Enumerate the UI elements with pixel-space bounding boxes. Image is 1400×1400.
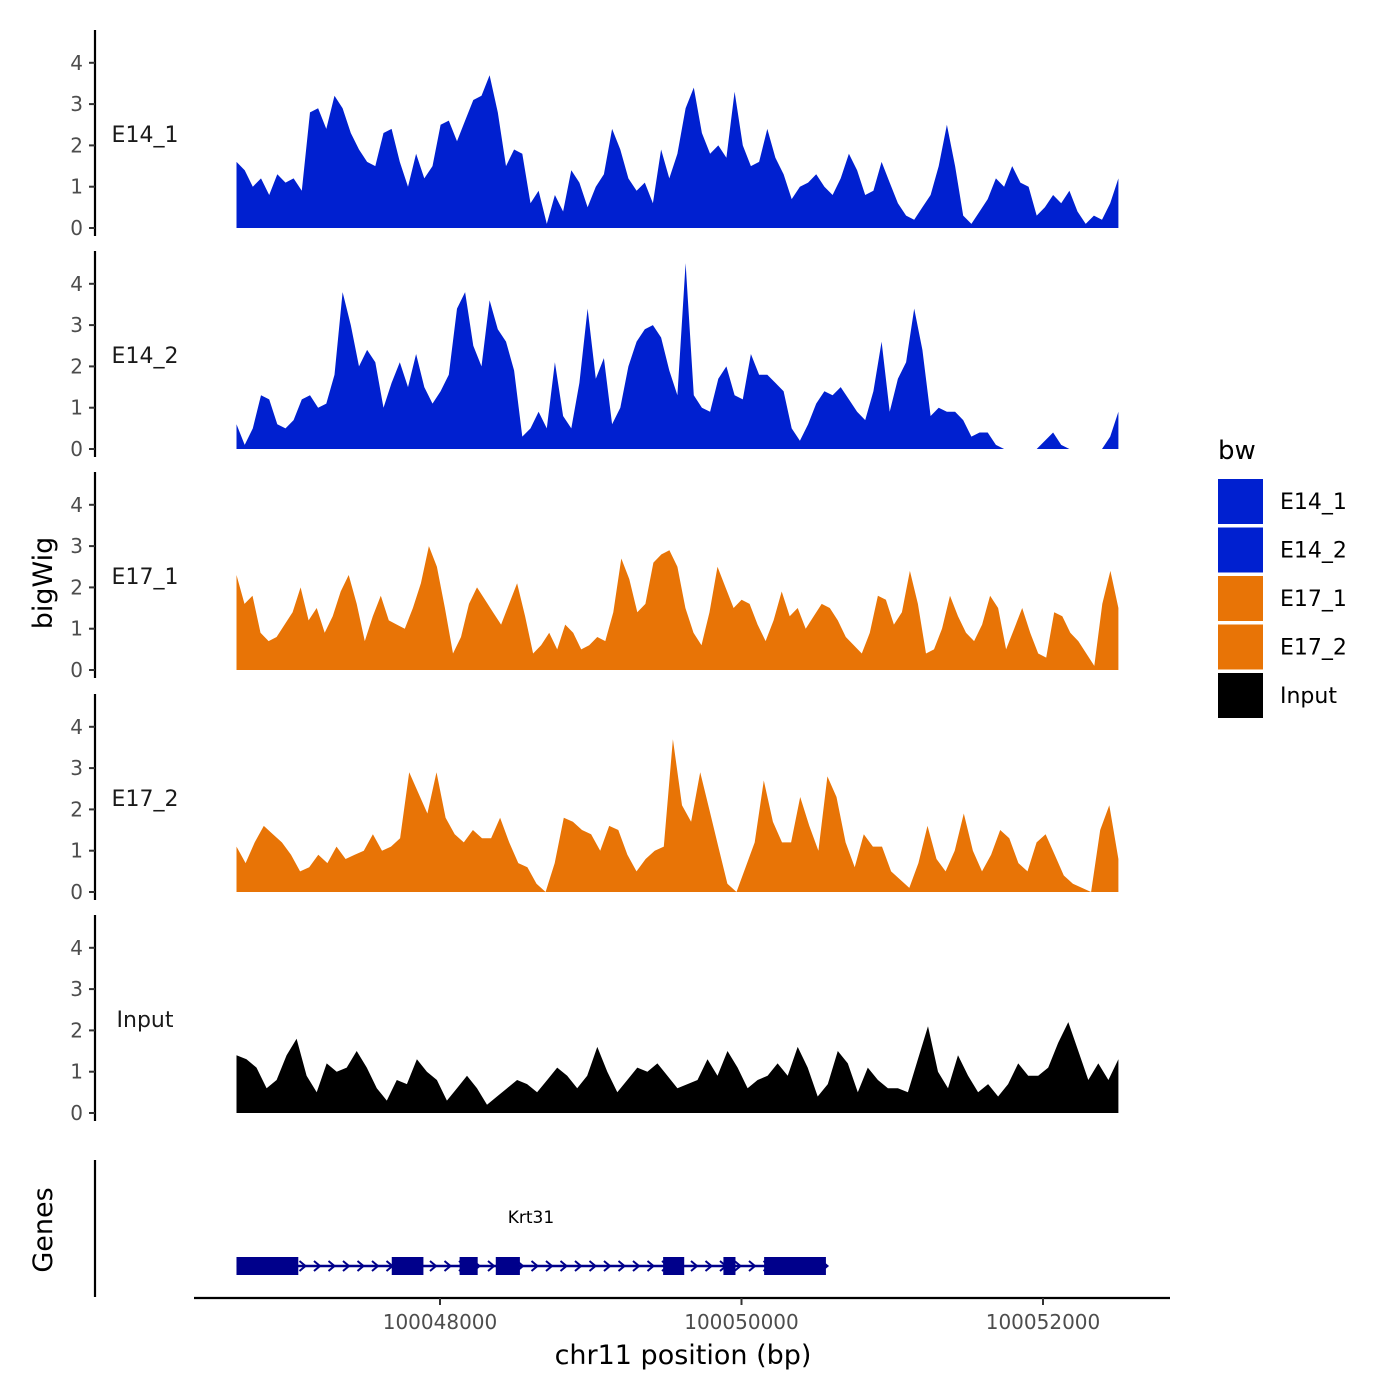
track-input: 0 1 2 3 4 Input: [70, 915, 1119, 1125]
legend-key-e14-1: [1218, 479, 1263, 524]
strand-chevron: [342, 1260, 351, 1272]
strand-chevron: [356, 1260, 366, 1272]
track-label: E17_2: [112, 787, 179, 812]
strand-chevron: [487, 1260, 496, 1272]
y-tick-label: 4: [70, 715, 83, 739]
strand-chevron: [327, 1260, 337, 1272]
gene-exon: [764, 1257, 826, 1275]
legend-label: E14_2: [1280, 539, 1347, 564]
gene-name: Krt31: [508, 1208, 554, 1228]
gene-exon: [391, 1257, 424, 1275]
y-tick-label: 1: [70, 617, 83, 641]
legend-label: Input: [1280, 684, 1337, 709]
y-tick-label: 0: [70, 437, 83, 461]
x-tick-label: 100050000: [684, 1310, 799, 1334]
y-tick-label: 3: [70, 977, 83, 1001]
y-tick-label: 4: [70, 493, 83, 517]
strand-chevron: [313, 1260, 322, 1272]
y-tick-label: 2: [70, 354, 83, 378]
legend-key-input: [1218, 673, 1263, 718]
y-tick-label: 3: [70, 534, 83, 558]
gene-krt31: Krt31: [236, 1208, 830, 1275]
y-tick-label: 2: [70, 797, 83, 821]
y-tick-label: 1: [70, 175, 83, 199]
y-tick-label: 1: [70, 396, 83, 420]
strand-chevron: [748, 1260, 757, 1272]
y-tick-label: 4: [70, 936, 83, 960]
gene-exon: [236, 1257, 299, 1275]
track-label: E14_1: [112, 123, 179, 148]
track-e17-2: 0 1 2 3 4 E17_2: [70, 694, 1119, 904]
y-tick-label: 3: [70, 92, 83, 116]
x-axis-title: chr11 position (bp): [555, 1340, 812, 1371]
y-tick-label: 3: [70, 756, 83, 780]
track-e17-1: 0 1 2 3 4 E17_1: [70, 472, 1119, 682]
y-tick-label: 0: [70, 216, 83, 240]
genes-track: Krt31: [93, 1160, 830, 1297]
track-e14-1: 0 1 2 3 4 E14_1: [70, 30, 1119, 240]
strand-chevron: [429, 1260, 438, 1272]
x-tick-label: 100048000: [383, 1310, 498, 1334]
strand-chevron: [559, 1260, 569, 1272]
legend-label: E17_2: [1280, 636, 1347, 661]
track-label: E14_2: [112, 344, 179, 369]
strand-chevron: [733, 1260, 743, 1272]
track-label: Input: [117, 1008, 174, 1033]
legend: bw E14_1 E14_2 E17_1 E17_2 Input: [1218, 436, 1347, 718]
y-tick-label: 1: [70, 1060, 83, 1084]
strand-chevron: [443, 1260, 453, 1272]
gene-exon: [663, 1257, 685, 1275]
legend-key-e17-2: [1218, 624, 1263, 670]
y-tick-label: 0: [70, 880, 83, 904]
y-tick-label: 2: [70, 133, 83, 157]
gene-exon: [723, 1257, 736, 1275]
area-e17-2: [236, 739, 1119, 892]
strand-chevron: [646, 1260, 656, 1272]
strand-chevron: [603, 1260, 612, 1272]
strand-chevron: [617, 1260, 627, 1272]
y-tick-label: 0: [70, 658, 83, 682]
strand-chevron: [574, 1260, 583, 1272]
x-axis: 100048000 100050000 100052000: [194, 1296, 1170, 1334]
y-tick-label: 1: [70, 839, 83, 863]
strand-chevron: [530, 1260, 540, 1272]
strand-chevron: [298, 1260, 308, 1272]
gene-exon: [495, 1257, 520, 1275]
track-label: E17_1: [112, 565, 179, 590]
legend-key-e14-2: [1218, 527, 1263, 573]
legend-label: E17_1: [1280, 587, 1347, 612]
legend-key-e17-1: [1218, 576, 1263, 621]
strand-chevron: [371, 1260, 380, 1272]
legend-label: E14_1: [1280, 490, 1347, 515]
y-axis-title: bigWig: [28, 537, 59, 630]
legend-title: bw: [1218, 436, 1256, 466]
bigwig-tracks: 0 1 2 3 4 E14_1 0 1 2 3 4 E14_2 0 1 2 3 4 E17_1 0 1 2 3 4 E17_2…: [70, 30, 1119, 1125]
x-tick-label: 100052000: [986, 1310, 1101, 1334]
strand-chevron: [588, 1260, 598, 1272]
y-tick-label: 4: [70, 51, 83, 75]
genes-axis-title: Genes: [28, 1187, 59, 1272]
y-tick-label: 0: [70, 1101, 83, 1125]
y-tick-label: 2: [70, 575, 83, 599]
area-input: [236, 1022, 1119, 1113]
gene-exon: [459, 1257, 478, 1275]
area-e14-1: [236, 75, 1119, 228]
strand-chevron: [632, 1260, 641, 1272]
area-e14-2: [236, 263, 1119, 449]
area-e17-1: [236, 546, 1119, 670]
y-tick-label: 2: [70, 1018, 83, 1042]
strand-chevron: [704, 1260, 714, 1272]
strand-chevron: [690, 1260, 699, 1272]
strand-chevron: [545, 1260, 554, 1272]
track-e14-2: 0 1 2 3 4 E14_2: [70, 251, 1119, 461]
y-tick-label: 3: [70, 313, 83, 337]
y-tick-label: 4: [70, 272, 83, 296]
